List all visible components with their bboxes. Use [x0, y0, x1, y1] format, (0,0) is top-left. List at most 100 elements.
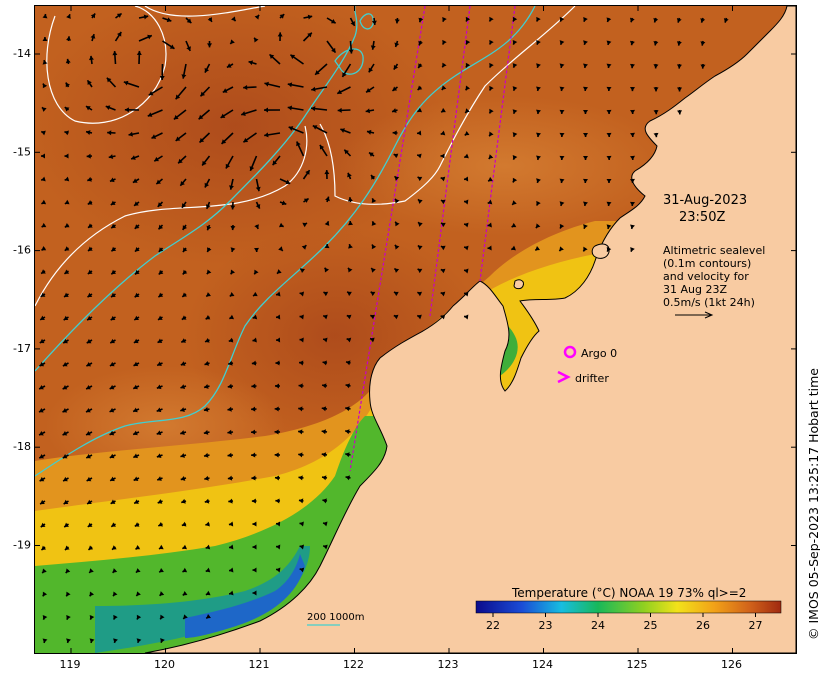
velocity-arrowhead: [133, 453, 138, 459]
velocity-arrowhead: [347, 197, 353, 202]
velocity-arrowhead: [346, 314, 352, 320]
velocity-arrowhead: [136, 591, 141, 596]
velocity-arrowhead: [345, 452, 350, 458]
velocity-arrowhead: [298, 429, 303, 435]
velocity-arrowhead: [41, 107, 47, 112]
velocity-arrowhead: [178, 158, 183, 164]
velocity-arrowhead: [464, 153, 469, 159]
velocity-arrowhead: [288, 126, 294, 131]
velocity-arrowhead: [249, 166, 255, 171]
velocity-arrowhead: [418, 40, 423, 46]
velocity-arrowhead: [180, 453, 185, 458]
velocity-arrowhead: [323, 291, 329, 297]
velocity-arrowhead: [110, 476, 115, 482]
sst-cold-strip: [185, 554, 305, 638]
velocity-arrowhead: [180, 181, 185, 186]
velocity-arrowhead: [229, 567, 234, 573]
velocity-arrowhead: [182, 225, 188, 230]
colorbar-tick-label: 26: [696, 619, 710, 632]
velocity-arrowhead: [325, 196, 330, 202]
velocity-arrowhead: [489, 62, 494, 68]
velocity-arrowhead: [346, 337, 352, 343]
velocity-arrowhead: [583, 63, 588, 68]
velocity-arrowhead: [340, 128, 346, 133]
velocity-arrowhead: [110, 315, 116, 321]
velocity-arrowhead: [89, 614, 95, 620]
velocity-arrowhead: [369, 152, 374, 157]
velocity-arrowhead: [39, 476, 45, 482]
velocity-arrowhead: [39, 361, 45, 367]
velocity-arrowhead: [66, 638, 71, 643]
velocity-arrowhead: [42, 14, 48, 19]
velocity-arrowhead: [108, 154, 114, 160]
velocity-arrowhead: [285, 179, 291, 185]
velocity-arrowhead: [134, 269, 140, 275]
velocity-arrowhead: [124, 107, 129, 113]
velocity-arrowhead: [204, 67, 210, 73]
velocity-arrowhead: [166, 17, 172, 23]
velocity-arrowhead: [298, 475, 303, 481]
velocity-arrowhead: [512, 16, 518, 22]
velocity-arrowhead: [111, 522, 116, 527]
velocity-arrowhead: [86, 153, 91, 159]
velocity-arrowhead: [653, 110, 659, 115]
velocity-arrowhead: [133, 407, 138, 413]
velocity-arrowhead: [324, 244, 330, 249]
velocity-arrowhead: [111, 292, 116, 298]
sst-map: 31-Aug-2023 23:50Z Altimetric sealevel (…: [35, 6, 796, 653]
velocity-arrowhead: [228, 498, 233, 504]
velocity-arrowhead: [348, 49, 354, 54]
velocity-arrowhead: [269, 54, 275, 59]
velocity-arrowhead: [559, 86, 565, 91]
velocity-arrowhead: [147, 34, 152, 40]
velocity-arrowhead: [583, 109, 588, 114]
velocity-arrowhead: [676, 18, 682, 23]
colorbar-tick-label: 22: [486, 619, 500, 632]
velocity-arrowhead: [39, 408, 44, 413]
velocity-arrowhead: [156, 407, 162, 413]
velocity-arrowhead: [583, 155, 588, 160]
velocity-arrowhead: [653, 17, 659, 23]
velocity-arrowhead: [392, 86, 398, 91]
velocity-arrowhead: [321, 452, 327, 458]
velocity-arrowhead: [87, 176, 92, 182]
velocity-arrowhead: [254, 224, 259, 229]
velocity-arrowhead: [203, 406, 209, 412]
velocity-arrowhead: [371, 221, 377, 226]
velocity-arrowhead: [87, 522, 93, 527]
drifter-marker-icon: [557, 370, 571, 384]
x-tick-label: 126: [721, 658, 742, 671]
velocity-arrowhead: [700, 41, 706, 46]
velocity-arrowhead: [417, 199, 423, 204]
velocity-arrowhead: [418, 17, 424, 23]
velocity-arrowhead: [323, 544, 328, 550]
velocity-arrowhead: [653, 87, 659, 92]
velocity-arrowhead: [255, 186, 261, 192]
velocity-arrowhead: [281, 200, 287, 206]
velocity-arrowhead: [157, 202, 163, 207]
velocity-arrowhead: [324, 267, 330, 273]
velocity-arrowhead: [441, 222, 446, 228]
velocity-arrowhead: [109, 430, 115, 436]
velocity-arrowhead: [345, 406, 350, 412]
velocity-arrowhead: [296, 141, 301, 147]
velocity-arrowhead: [251, 406, 256, 412]
velocity-arrowhead: [368, 67, 374, 73]
velocity-arrowhead: [252, 337, 257, 343]
velocity-arrowhead: [159, 567, 164, 573]
velocity-arrowhead: [440, 291, 446, 297]
velocity-arrowhead: [131, 155, 136, 160]
velocity-arrowhead: [40, 499, 45, 505]
velocity-arrowhead: [337, 107, 342, 113]
velocity-arrowhead: [276, 544, 281, 550]
velocity-arrowhead: [39, 431, 44, 436]
velocity-arrowhead: [135, 545, 141, 550]
velocity-arrowhead: [205, 204, 211, 209]
velocity-arrowhead: [630, 178, 635, 183]
velocity-arrowhead: [254, 269, 259, 275]
velocity-arrowhead: [630, 155, 635, 160]
velocity-arrowhead: [90, 13, 96, 19]
velocity-arrowhead: [182, 269, 188, 275]
velocity-arrowhead: [465, 85, 471, 91]
velocity-arrowhead: [64, 246, 70, 251]
